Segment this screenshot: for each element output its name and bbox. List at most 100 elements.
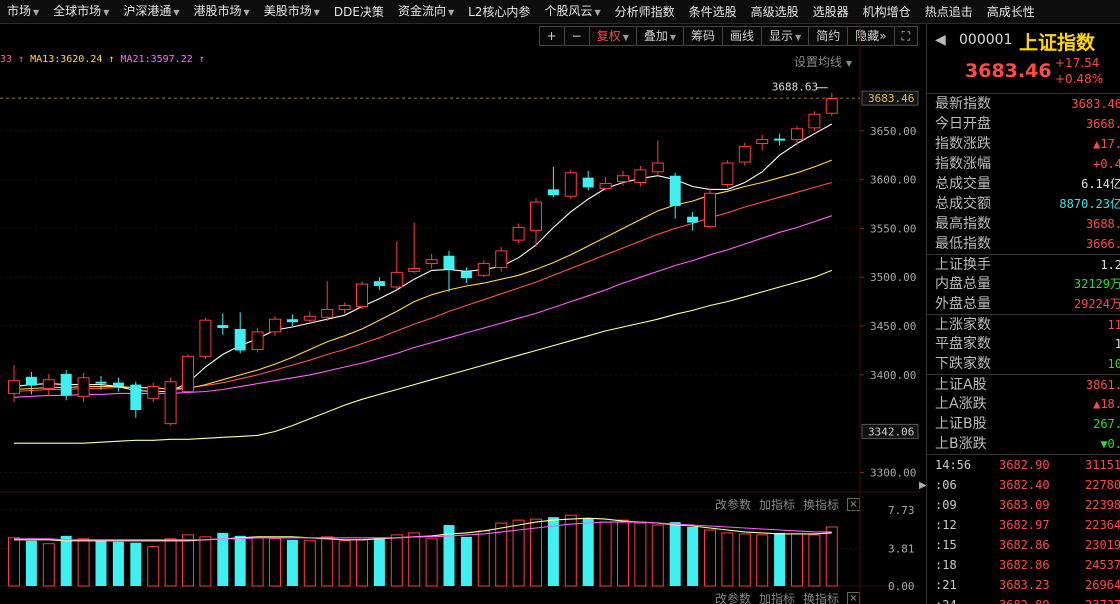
quote-row-label: 上涨家数	[935, 317, 991, 333]
back-arrow-icon[interactable]: ◀	[935, 32, 946, 48]
nav-item-label: 热点追击	[924, 4, 973, 19]
nav-item-label: 选股器	[812, 4, 849, 19]
nav-item-3[interactable]: 港股市场 ▼	[187, 0, 257, 23]
nav-item-13[interactable]: 机构增仓	[856, 0, 918, 23]
nav-item-11[interactable]: 高级选股	[744, 0, 806, 23]
chevron-down-icon: ▼	[103, 7, 110, 17]
volume-bar	[199, 536, 212, 587]
panel-resize-handle[interactable]: ▶	[919, 480, 927, 491]
quote-row: 上涨家数 11	[927, 314, 1120, 334]
candle-body	[182, 355, 194, 392]
candle-body	[42, 379, 55, 390]
add-indicator-button[interactable]: 加指标	[758, 498, 795, 512]
quote-row: 今日开盘 3668.	[927, 114, 1120, 134]
quote-row-value: ▼0.	[1100, 437, 1120, 451]
overlay-dropdown[interactable]: 叠加 ▼	[636, 26, 685, 46]
candle-body	[512, 226, 525, 241]
nav-item-14[interactable]: 热点追击	[918, 0, 980, 23]
switch-indicator-button[interactable]: 换指标	[802, 592, 839, 604]
nav-item-5[interactable]: DDE决策	[327, 0, 391, 23]
candle-body	[356, 283, 368, 308]
nav-item-0[interactable]: 市场 ▼	[0, 0, 46, 23]
quote-rows: 最新指数 3683.46 今日开盘 3668. 指数涨跌 ▲17. 指数涨幅 +0.4 总成交量…	[927, 94, 1120, 454]
volume-bar	[321, 536, 334, 587]
current-price-box	[861, 90, 919, 106]
tick-volume: 22780	[1085, 478, 1120, 492]
volume-bar	[95, 540, 107, 586]
volume-bar	[217, 532, 229, 586]
edit-params-button[interactable]: 改参数	[714, 498, 751, 512]
candle-body	[756, 139, 769, 144]
zoom-out-button[interactable]: −	[564, 26, 590, 46]
edit-params-button[interactable]: 改参数	[714, 592, 751, 604]
candle-body	[303, 315, 316, 321]
nav-item-9[interactable]: 分析师指数	[608, 0, 682, 23]
price-tick-label: 3550.00	[870, 222, 916, 235]
draw-line-button[interactable]: 画线	[723, 26, 763, 46]
volume-bar	[251, 537, 264, 587]
ma-legend: 33 ↑ MA13:3620.24 ↑ MA21:3597.22 ↑	[0, 54, 205, 65]
fuquan-dropdown[interactable]: 复权 ▼	[589, 26, 637, 46]
tick-time: 14:56	[935, 458, 972, 472]
overlay-label: 叠加	[643, 29, 668, 43]
volume-bar	[582, 518, 594, 586]
tick-price: 3682.86	[999, 558, 1050, 572]
volume-bar	[512, 519, 525, 587]
quote-row-value: 6.14亿	[1081, 177, 1120, 191]
volume-bar	[112, 541, 124, 586]
nav-item-label: 沪深港通	[123, 3, 172, 18]
vol-ma10-line	[14, 521, 832, 541]
chevron-down-icon: ▼	[622, 33, 629, 42]
nav-item-label: 高级选股	[750, 4, 799, 19]
nav-item-10[interactable]: 条件选股	[682, 0, 744, 23]
quote-row-label: 指数涨幅	[935, 156, 991, 172]
chevron-down-icon: ▼	[669, 33, 677, 42]
volume-bar	[825, 526, 838, 587]
volume-bar	[373, 537, 385, 586]
kline-chart-area[interactable]: + − 复权 ▼ 叠加 ▼ 筹码 画线 显示 ▼ 简约 隐藏» ⛶ 33 ↑ MA13…	[0, 24, 920, 604]
candle-body	[199, 319, 212, 357]
quote-row-value: 267.	[1093, 417, 1120, 431]
chip-distribution-button[interactable]: 筹码	[684, 26, 724, 46]
volume-bar	[408, 532, 421, 587]
add-indicator-button[interactable]: 加指标	[758, 592, 795, 604]
nav-item-2[interactable]: 沪深港通 ▼	[116, 0, 186, 23]
candle-body	[130, 384, 142, 410]
switch-indicator-button[interactable]: 换指标	[802, 498, 839, 512]
quote-row-label: 外盘总量	[935, 296, 991, 312]
nav-item-4[interactable]: 美股市场 ▼	[257, 0, 327, 23]
nav-item-6[interactable]: 资金流向 ▼	[391, 0, 461, 23]
candle-body	[791, 128, 803, 141]
tick-volume: 23019	[1085, 538, 1120, 552]
candle-body	[477, 263, 490, 276]
candle-body	[808, 113, 821, 129]
quote-row-value: +0.4	[1093, 157, 1120, 171]
quote-row-label: 最高指数	[935, 216, 991, 232]
quote-row: 上A涨跌 ▲18.	[927, 394, 1120, 414]
tick-time: :09	[935, 498, 957, 512]
tick-row: :09 3683.09 22398	[927, 495, 1120, 515]
nav-item-7[interactable]: L2核心内参	[461, 0, 537, 23]
nav-item-15[interactable]: 高成长性	[980, 0, 1042, 23]
tick-time: :12	[935, 518, 957, 532]
nav-item-8[interactable]: 个股风云 ▼	[537, 0, 607, 23]
simple-mode-button[interactable]: 简约	[809, 26, 849, 46]
nav-item-label: 条件选股	[688, 4, 737, 19]
zoom-in-button[interactable]: +	[538, 26, 565, 46]
current-price-label: 3683.46	[868, 92, 914, 105]
volume-bar	[338, 540, 351, 587]
display-dropdown[interactable]: 显示 ▼	[762, 26, 810, 46]
volume-bar	[460, 536, 472, 586]
quote-row-value: 32129万	[1073, 277, 1120, 291]
ma5-line	[13, 123, 833, 393]
arrow-up-icon: ↑	[198, 54, 205, 65]
candle-body	[77, 377, 90, 397]
arrow-up-icon: ↑	[108, 54, 115, 65]
quote-row-value: 3861.	[1085, 378, 1120, 392]
set-ma-button[interactable]: 设置均线 ▼	[794, 53, 852, 70]
nav-item-12[interactable]: 选股器	[806, 0, 856, 23]
candle-body	[599, 183, 612, 189]
fullscreen-button[interactable]: ⛶	[894, 26, 918, 46]
nav-item-1[interactable]: 全球市场 ▼	[46, 0, 116, 23]
arrow-up-icon: ↑	[18, 54, 25, 65]
